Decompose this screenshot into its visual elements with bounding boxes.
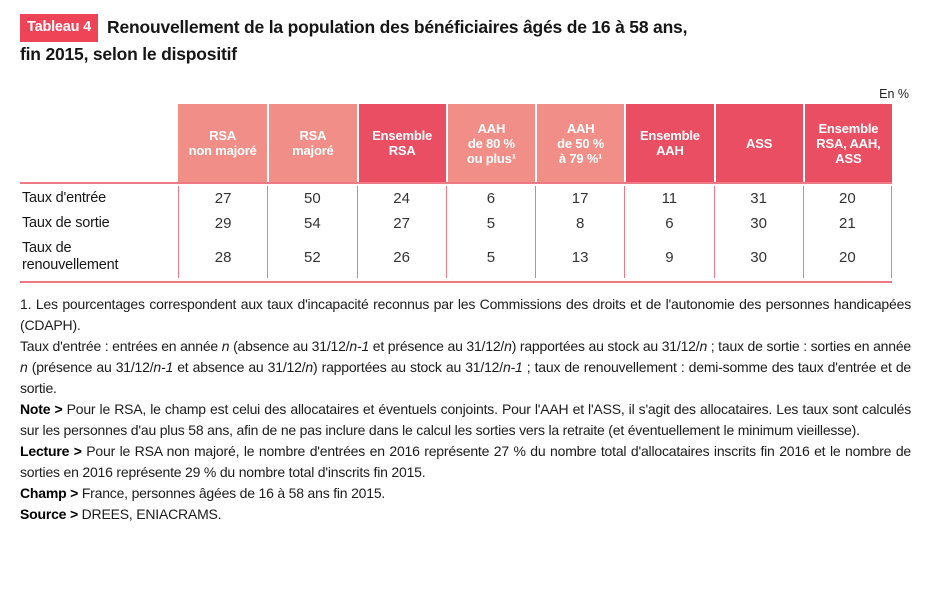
data-table: RSA non majoré RSA majoré Ensemble RSA A…: [20, 104, 892, 283]
table-body: Taux d'entrée 27 50 24 6 17 11 31 20 Tau…: [20, 182, 892, 283]
title-block: Tableau 4 Renouvellement de la population…: [20, 14, 911, 67]
footnotes: 1. Les pourcentages correspondent aux ta…: [20, 294, 911, 525]
column-header-aah-50-79: AAH de 50 % à 79 %¹: [535, 104, 625, 182]
table-cell: 20: [802, 186, 892, 211]
table-cell: 50: [267, 186, 356, 211]
footnote-note: Note > Pour le RSA, le champ est celui d…: [20, 401, 911, 438]
table-cell: 17: [535, 186, 624, 211]
table-cell: 6: [445, 186, 535, 211]
footnote-champ: Champ > France, personnes âgées de 16 à …: [20, 485, 386, 501]
page: Tableau 4 Renouvellement de la population…: [20, 14, 911, 525]
footnote-cdaph: 1. Les pourcentages correspondent aux ta…: [20, 296, 911, 333]
footnote-lecture: Lecture > Pour le RSA non majoré, le nom…: [20, 443, 912, 480]
table-cell: 26: [356, 236, 446, 278]
table-cell: 24: [356, 186, 446, 211]
row-label: Taux de sortie: [22, 215, 110, 231]
footnote-source: Source > DREES, ENIACRAMS.: [20, 506, 222, 522]
column-header-rsa-majore: RSA majoré: [267, 104, 357, 182]
table-cell: 20: [802, 236, 892, 278]
table-cell: 30: [713, 211, 803, 236]
table-cell: 28: [178, 236, 267, 278]
table-cell: 8: [535, 211, 624, 236]
table-row-taux-renouvellement: Taux de renouvellement 28 52 26 5 13 9 3…: [20, 236, 892, 278]
table-row-taux-entree: Taux d'entrée 27 50 24 6 17 11 31 20: [20, 186, 892, 211]
column-header-ensemble-rsa-aah-ass: Ensemble RSA, AAH, ASS: [802, 104, 892, 182]
column-header-ass: ASS: [713, 104, 803, 182]
table-cell: 5: [445, 211, 535, 236]
table-cell: 5: [445, 236, 535, 278]
table-cell: 52: [267, 236, 356, 278]
table-cell: 30: [713, 236, 803, 278]
table-title: Renouvellement de la population des béné…: [20, 17, 688, 64]
table-cell: 54: [267, 211, 356, 236]
column-header-ensemble-aah: Ensemble AAH: [624, 104, 714, 182]
table-cell: 31: [713, 186, 803, 211]
table-cell: 11: [624, 186, 713, 211]
table-corner: [20, 104, 178, 182]
table-number-badge: Tableau 4: [20, 14, 99, 42]
table-cell: 6: [624, 211, 713, 236]
row-label: Taux d'entrée: [22, 190, 107, 206]
table-cell: 13: [535, 236, 624, 278]
row-label: Taux de renouvellement: [22, 240, 119, 273]
footnote-definitions: Taux d'entrée : entrées en année n (abse…: [20, 338, 911, 396]
table-cell: 21: [802, 211, 892, 236]
column-header-rsa-non-majore: RSA non majoré: [178, 104, 268, 182]
table-cell: 29: [178, 211, 267, 236]
unit-label: En %: [879, 87, 909, 101]
table-cell: 27: [356, 211, 446, 236]
column-header-aah-80-plus: AAH de 80 % ou plus¹: [445, 104, 535, 182]
table-cell: 27: [178, 186, 267, 211]
table-cell: 9: [624, 236, 713, 278]
column-header-ensemble-rsa: Ensemble RSA: [356, 104, 446, 182]
table-row-taux-sortie: Taux de sortie 29 54 27 5 8 6 30 21: [20, 211, 892, 236]
table-header-row: RSA non majoré RSA majoré Ensemble RSA A…: [20, 104, 892, 182]
